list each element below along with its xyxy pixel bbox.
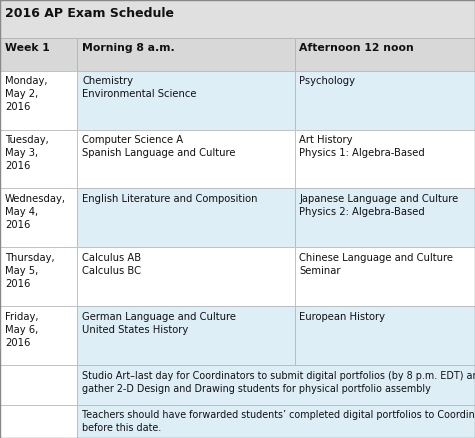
Bar	[0, 405, 77, 438]
Bar	[77, 188, 294, 247]
Bar	[294, 130, 475, 188]
Bar	[77, 188, 294, 247]
Bar	[77, 307, 294, 365]
Bar	[0, 188, 77, 247]
Text: Psychology: Psychology	[299, 76, 355, 86]
Bar	[77, 247, 294, 307]
Text: European History: European History	[299, 312, 385, 321]
Bar	[0, 0, 475, 38]
Text: Wednesday,
May 4,
2016: Wednesday, May 4, 2016	[5, 194, 66, 230]
Bar	[0, 247, 77, 307]
Bar	[294, 38, 475, 71]
Bar	[0, 247, 77, 307]
Bar	[77, 38, 294, 71]
Text: Tuesday,
May 3,
2016: Tuesday, May 3, 2016	[5, 135, 48, 171]
Bar	[0, 71, 77, 130]
Bar	[77, 365, 475, 405]
Bar	[0, 365, 77, 405]
Bar	[0, 130, 77, 188]
Text: Morning 8 a.m.: Morning 8 a.m.	[82, 43, 175, 53]
Text: Friday,
May 6,
2016: Friday, May 6, 2016	[5, 312, 38, 348]
Bar	[0, 307, 77, 365]
Bar	[0, 130, 77, 188]
Bar	[294, 71, 475, 130]
Bar	[294, 307, 475, 365]
Bar	[0, 307, 77, 365]
Text: Calculus AB
Calculus BC: Calculus AB Calculus BC	[82, 253, 141, 276]
Bar	[0, 38, 77, 71]
Text: Chemistry
Environmental Science: Chemistry Environmental Science	[82, 76, 197, 99]
Bar	[294, 38, 475, 71]
Bar	[294, 130, 475, 188]
Bar	[77, 405, 475, 438]
Text: Studio Art–last day for Coordinators to submit digital portfolios (by 8 p.m. EDT: Studio Art–last day for Coordinators to …	[82, 371, 475, 394]
Text: Thursday,
May 5,
2016: Thursday, May 5, 2016	[5, 253, 54, 289]
Bar	[77, 405, 475, 438]
Text: German Language and Culture
United States History: German Language and Culture United State…	[82, 312, 236, 335]
Text: Art History
Physics 1: Algebra-Based: Art History Physics 1: Algebra-Based	[299, 135, 425, 158]
Bar	[77, 247, 294, 307]
Bar	[0, 188, 77, 247]
Bar	[0, 365, 77, 405]
Text: Teachers should have forwarded students’ completed digital portfolios to Coordin: Teachers should have forwarded students’…	[82, 410, 475, 433]
Bar	[294, 188, 475, 247]
Text: 2016 AP Exam Schedule: 2016 AP Exam Schedule	[5, 7, 174, 20]
Bar	[77, 130, 294, 188]
Text: Computer Science A
Spanish Language and Culture: Computer Science A Spanish Language and …	[82, 135, 236, 158]
Text: Japanese Language and Culture
Physics 2: Algebra-Based: Japanese Language and Culture Physics 2:…	[299, 194, 458, 217]
Bar	[0, 405, 77, 438]
Bar	[77, 71, 294, 130]
Bar	[294, 307, 475, 365]
Text: English Literature and Composition: English Literature and Composition	[82, 194, 257, 204]
Bar	[77, 38, 294, 71]
Bar	[0, 0, 475, 38]
Text: Chinese Language and Culture
Seminar: Chinese Language and Culture Seminar	[299, 253, 453, 276]
Bar	[77, 71, 294, 130]
Bar	[294, 247, 475, 307]
Bar	[294, 247, 475, 307]
Bar	[77, 307, 294, 365]
Bar	[294, 188, 475, 247]
Text: Monday,
May 2,
2016: Monday, May 2, 2016	[5, 76, 47, 112]
Bar	[0, 71, 77, 130]
Bar	[294, 71, 475, 130]
Text: Afternoon 12 noon: Afternoon 12 noon	[299, 43, 414, 53]
Bar	[0, 38, 77, 71]
Bar	[77, 365, 475, 405]
Text: Week 1: Week 1	[5, 43, 49, 53]
Bar	[77, 130, 294, 188]
